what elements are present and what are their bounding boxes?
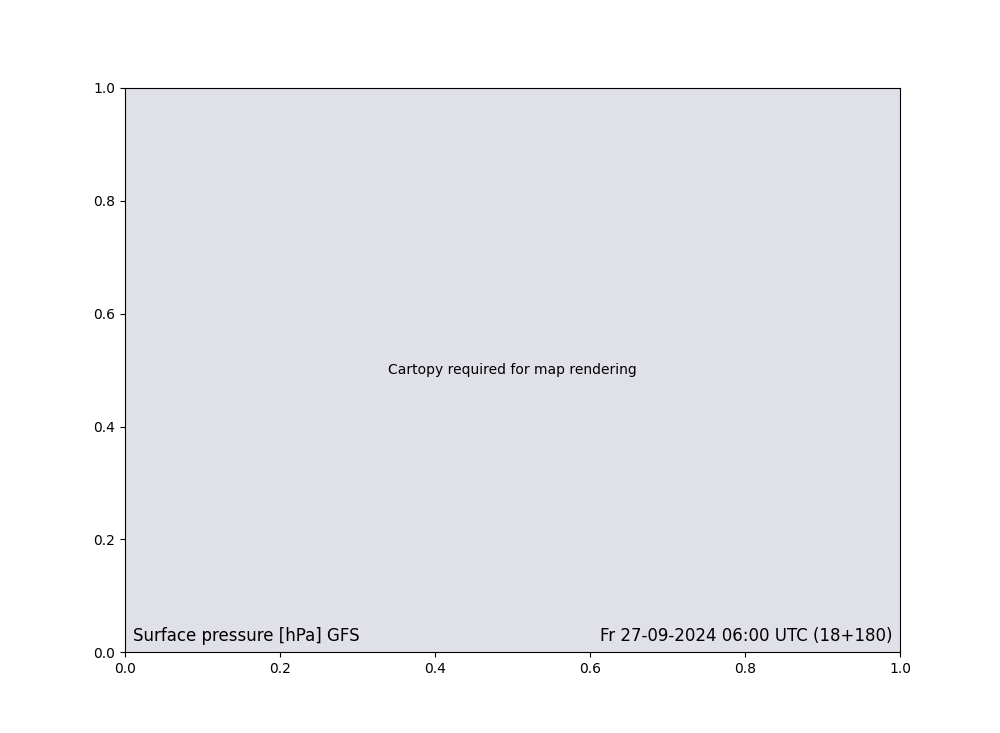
Text: Surface pressure [hPa] GFS: Surface pressure [hPa] GFS [133, 627, 359, 645]
Text: Fr 27-09-2024 06:00 UTC (18+180): Fr 27-09-2024 06:00 UTC (18+180) [600, 627, 892, 645]
Text: Cartopy required for map rendering: Cartopy required for map rendering [388, 363, 637, 377]
